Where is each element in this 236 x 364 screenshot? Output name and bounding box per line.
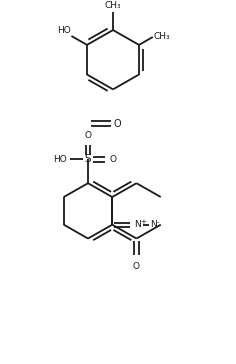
Text: +: + [141, 219, 147, 225]
Text: O: O [84, 131, 92, 140]
Text: N: N [150, 220, 157, 229]
Text: HO: HO [53, 155, 67, 164]
Text: O: O [113, 119, 121, 129]
Text: CH₃: CH₃ [105, 1, 121, 10]
Text: HO: HO [57, 26, 70, 35]
Text: S: S [85, 154, 91, 165]
Text: N: N [134, 220, 141, 229]
Text: -: - [157, 219, 159, 225]
Text: O: O [133, 262, 140, 271]
Text: O: O [110, 155, 117, 164]
Text: CH₃: CH₃ [154, 32, 170, 41]
